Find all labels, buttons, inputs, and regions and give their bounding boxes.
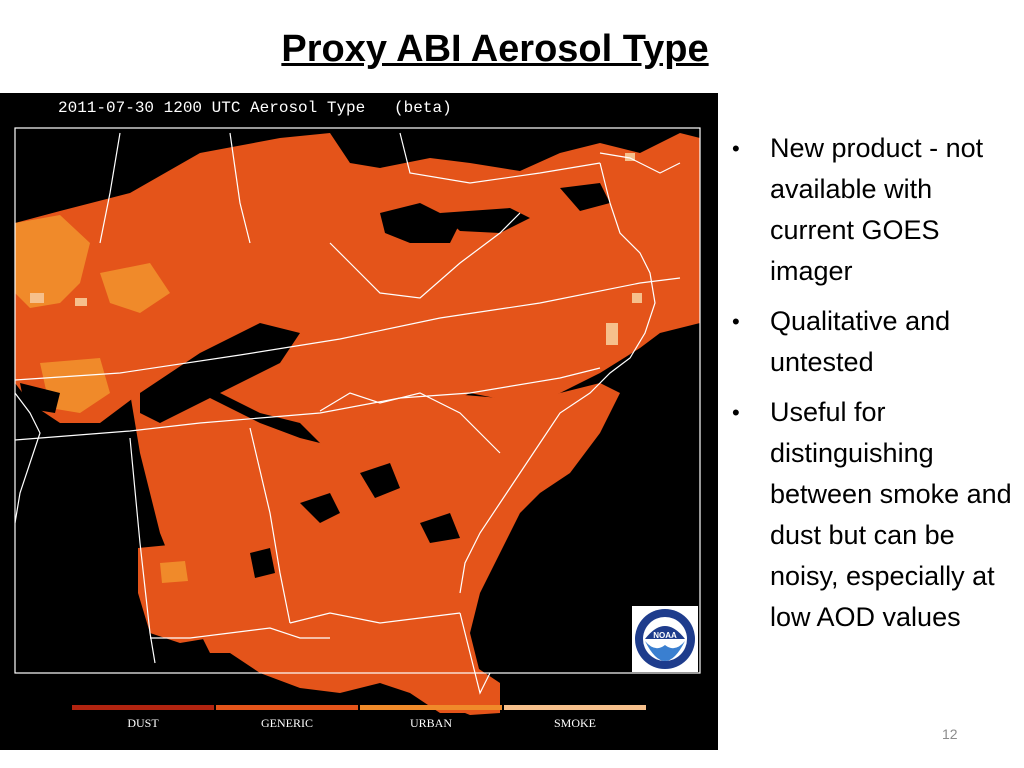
noaa-logo-icon: NOAA xyxy=(632,606,698,672)
bullet-list: • New product - not available with curre… xyxy=(728,128,1018,647)
bullet-icon: • xyxy=(732,136,740,161)
legend-label-urban: URBAN xyxy=(410,716,452,730)
legend-swatch-dust xyxy=(72,705,214,710)
bullet-text: New product - not available with current… xyxy=(770,133,984,286)
aerosol-field xyxy=(15,133,700,715)
legend-label-generic: GENERIC xyxy=(261,716,313,730)
aerosol-map-svg: DUST GENERIC URBAN SMOKE NOAA xyxy=(0,93,718,750)
legend-label-smoke: SMOKE xyxy=(554,716,596,730)
page-number: 12 xyxy=(942,726,958,742)
legend-swatch-urban xyxy=(360,705,502,710)
aerosol-map: DUST GENERIC URBAN SMOKE NOAA 2011-07-30… xyxy=(0,93,718,750)
slide-title: Proxy ABI Aerosol Type xyxy=(281,28,709,70)
state-boundaries xyxy=(14,127,701,695)
legend-swatch-smoke xyxy=(504,705,646,710)
bullet-text: Useful for distinguishing between smoke … xyxy=(770,397,1012,632)
bullet-item: • Useful for distinguishing between smok… xyxy=(728,392,1018,638)
noaa-logo-text: NOAA xyxy=(653,631,677,640)
map-caption: 2011-07-30 1200 UTC Aerosol Type (beta) xyxy=(58,99,452,117)
legend-swatch-generic xyxy=(216,705,358,710)
bullet-icon: • xyxy=(732,400,740,425)
bullet-icon: • xyxy=(732,309,740,334)
bullet-item: • New product - not available with curre… xyxy=(728,128,1018,292)
legend: DUST GENERIC URBAN SMOKE xyxy=(72,705,646,730)
bullet-item: • Qualitative and untested xyxy=(728,301,1018,383)
legend-label-dust: DUST xyxy=(127,716,159,730)
bullet-text: Qualitative and untested xyxy=(770,306,951,377)
